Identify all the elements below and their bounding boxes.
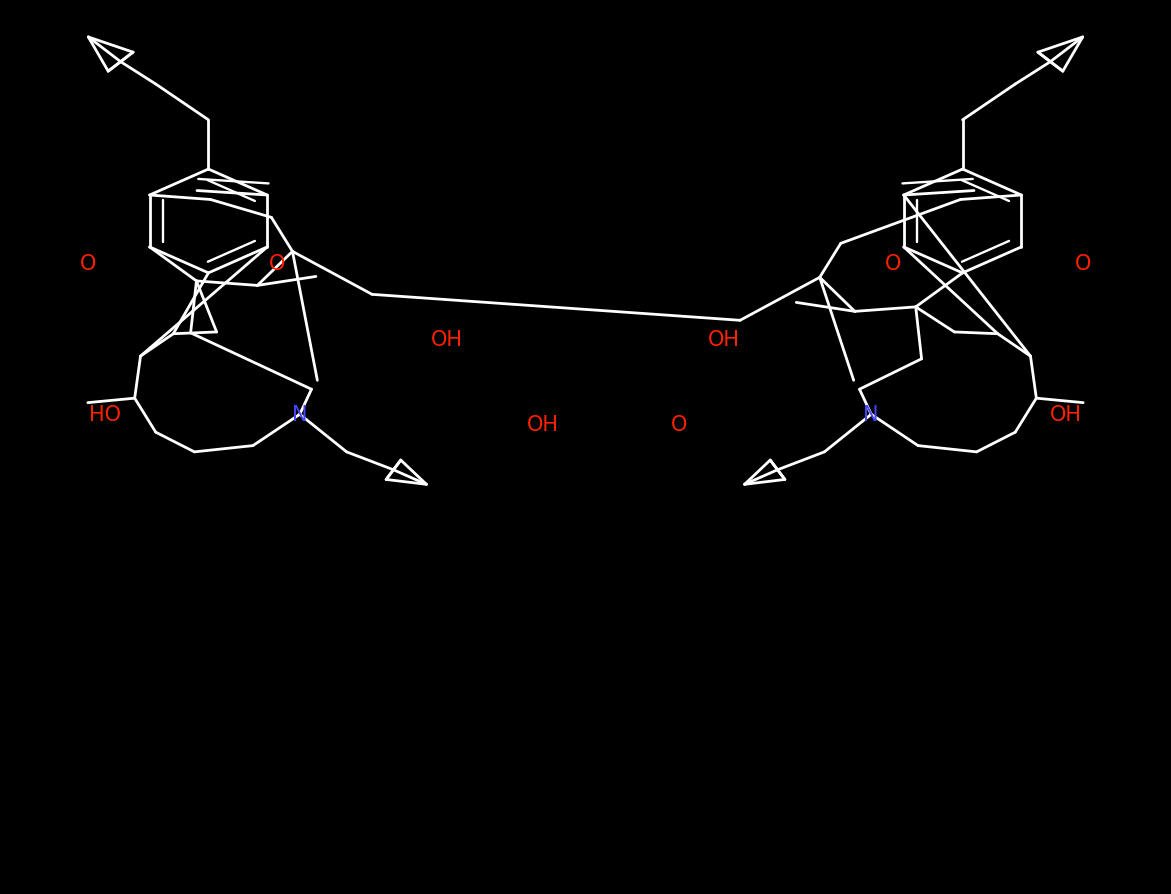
Text: OH: OH [1049,405,1082,425]
Text: N: N [292,405,308,425]
Text: O: O [1075,254,1090,274]
Text: OH: OH [527,415,560,434]
Text: OH: OH [707,330,740,350]
Text: O: O [269,254,286,274]
Text: N: N [863,405,879,425]
Text: O: O [885,254,902,274]
Text: O: O [671,415,687,434]
Text: O: O [81,254,96,274]
Text: HO: HO [89,405,122,425]
Text: OH: OH [431,330,464,350]
